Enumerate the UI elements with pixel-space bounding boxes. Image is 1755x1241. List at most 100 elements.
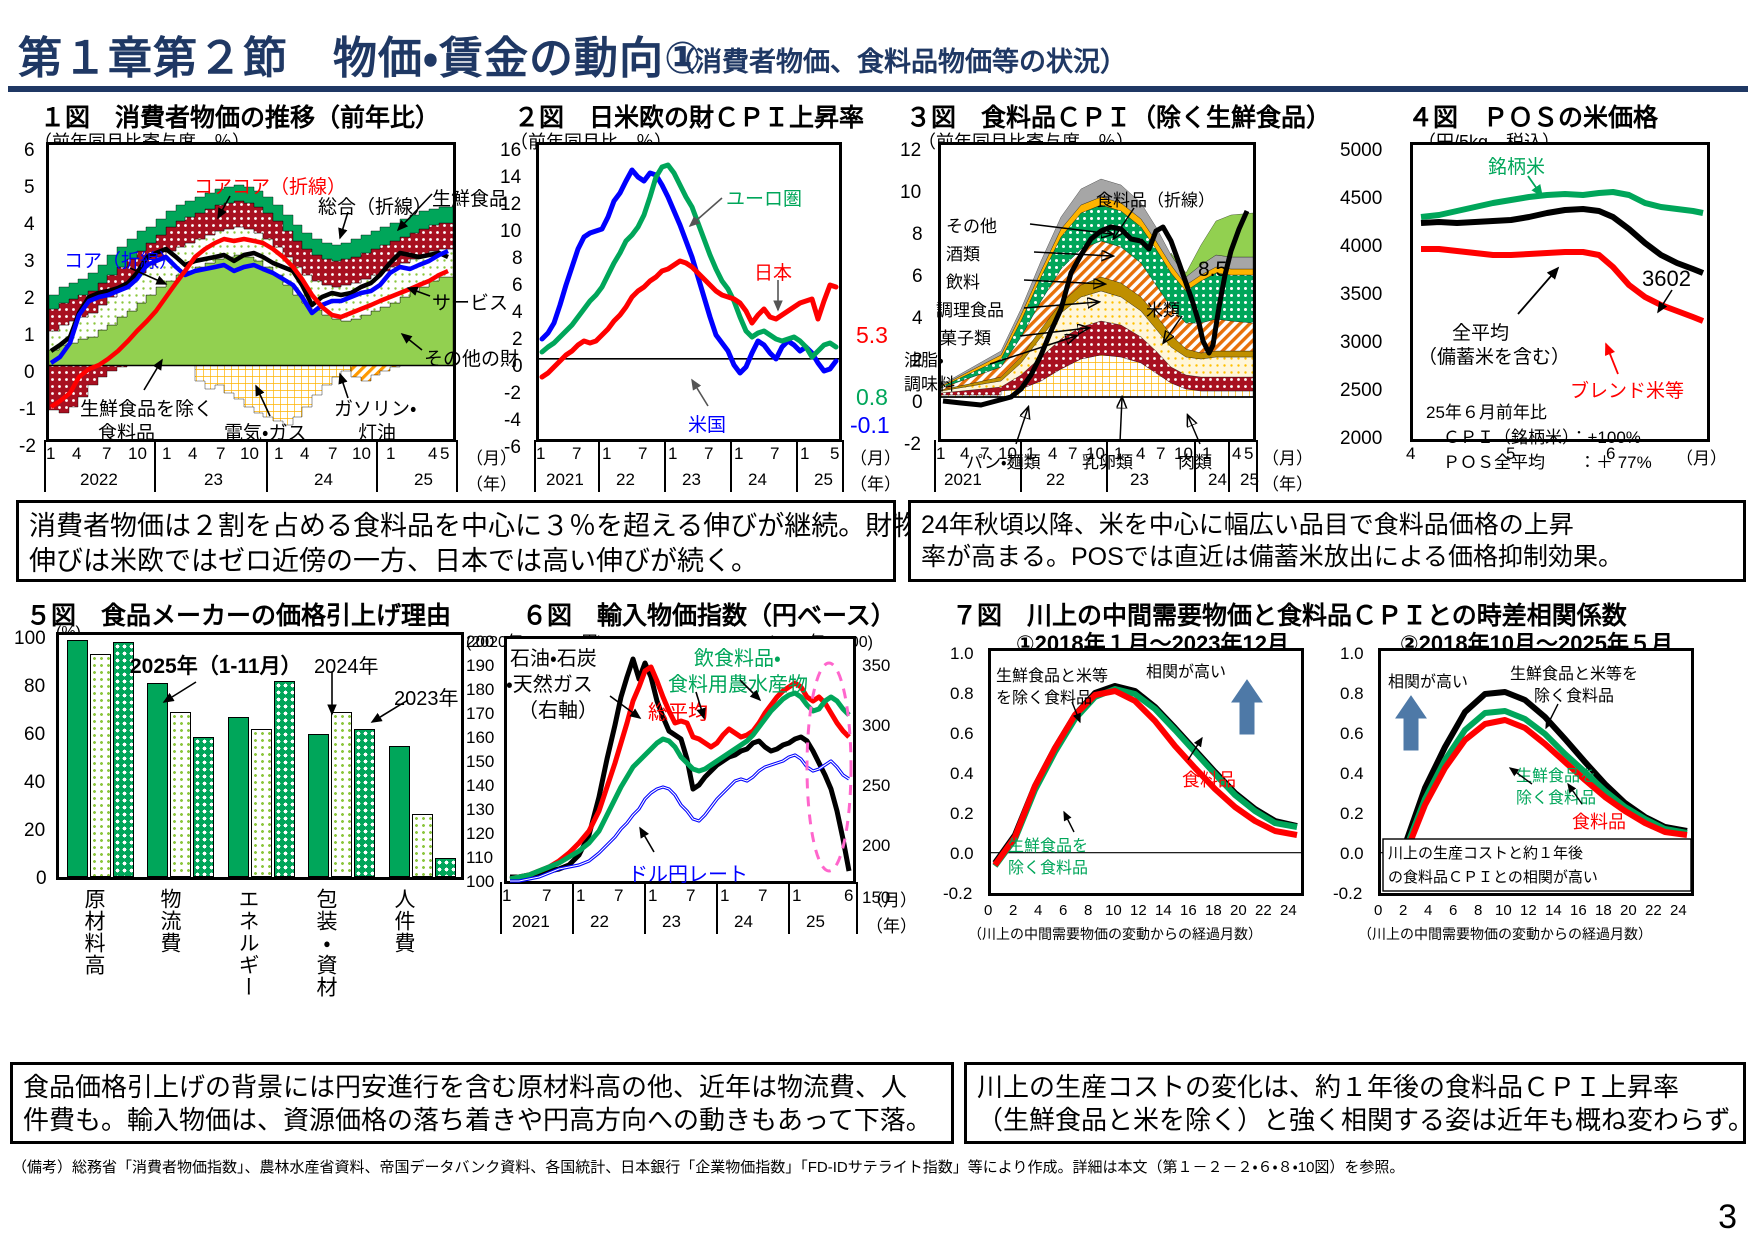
fig5-bar-1-1 xyxy=(170,712,192,877)
fig6-x-unit-month: （月） xyxy=(866,891,917,910)
figure-6: ６図 輸入物価指数（円ベース） (2020年＝100、円) (2020年＝100… xyxy=(462,596,922,956)
fig2-x-unit-year: （年） xyxy=(850,475,901,494)
x-year: 22 xyxy=(590,912,609,931)
figure-2-plot xyxy=(536,142,842,442)
figure-5-title: ５図 食品メーカーの価格引上げ理由 xyxy=(26,602,452,630)
y-tick-right: 200 xyxy=(862,836,891,855)
x-tick: 4 xyxy=(1232,444,1242,463)
x-tick: 22 xyxy=(1255,902,1272,919)
y-tick: 140 xyxy=(466,776,495,795)
x-tick: 7 xyxy=(704,444,714,463)
fig7-p2-note: 相関が高い xyxy=(1388,674,1469,691)
x-tick: 1 xyxy=(720,886,730,905)
x-tick: 20 xyxy=(1620,902,1637,919)
y-tick: 14 xyxy=(500,167,522,188)
y-tick: 100 xyxy=(466,872,495,891)
x-tick: 7 xyxy=(1156,444,1166,463)
fig6-label-oil-3: （右軸） xyxy=(518,700,598,722)
y-tick: 5 xyxy=(24,177,35,198)
x-tick: 7 xyxy=(572,444,582,463)
fig7-p2-label-black2: 除く食料品 xyxy=(1534,688,1615,705)
fig1-arrows xyxy=(129,193,433,417)
figure-7-title: ７図 川上の中間需要物価と食料品ＣＰＩとの時差相関係数 xyxy=(952,602,1627,630)
fig1-ann-othergoods: その他の財 xyxy=(424,349,520,370)
fig7-p2-label-green1: 生鮮食品を xyxy=(1516,768,1597,785)
fig7-p1-label-black2: を除く食料品 xyxy=(996,690,1093,707)
x-tick: 1 xyxy=(1114,444,1124,463)
x-tick: 8 xyxy=(1084,902,1093,919)
x-tick: 12 xyxy=(1130,902,1147,919)
fig2-arrows xyxy=(688,197,783,407)
x-tick: 1 xyxy=(386,444,396,463)
y-tick: 0 xyxy=(36,868,47,889)
fig2-label-us: 米国 xyxy=(688,415,727,436)
y-tick: 1.0 xyxy=(950,644,974,663)
x-year: 2022 xyxy=(80,470,118,489)
y-tick: 2000 xyxy=(1340,428,1383,449)
x-tick: 7 xyxy=(686,886,696,905)
x-tick: 6 xyxy=(1449,902,1458,919)
y-tick: 120 xyxy=(466,824,495,843)
y-tick: 3000 xyxy=(1340,332,1383,353)
x-tick: 14 xyxy=(1155,902,1172,919)
y-tick: 16 xyxy=(500,140,522,161)
fig7-p2-arrows xyxy=(1508,703,1583,805)
x-tick: 7 xyxy=(328,444,338,463)
fig5-bar-2-1 xyxy=(250,729,272,877)
x-year: 25 xyxy=(414,470,433,489)
fig5-bar-0-1 xyxy=(90,654,111,877)
x-tick: 7 xyxy=(758,886,768,905)
y-tick: 0.0 xyxy=(1340,844,1364,863)
x-tick: 4 xyxy=(72,444,82,463)
x-tick: 2 xyxy=(1009,902,1018,919)
figure-4-plot xyxy=(1410,142,1710,442)
x-tick: 4 xyxy=(1048,444,1058,463)
fig1-ann-corecore: コアコア（折線） xyxy=(194,177,347,198)
fig2-endvalue-japan: 5.3 xyxy=(856,322,888,348)
fig6-label-fx: ドル円レート xyxy=(628,864,748,886)
fig3-arrows xyxy=(989,207,1201,445)
x-tick: 10 xyxy=(1105,902,1122,919)
x-year: 24 xyxy=(1208,470,1227,489)
fig5-cat-1: 物流費 xyxy=(158,888,181,954)
x-year: 22 xyxy=(616,470,635,489)
fig3-ann-other: その他 xyxy=(946,217,997,236)
figure-4-title: ４図 ＰＯＳの米価格 xyxy=(1408,104,1659,132)
x-year: 24 xyxy=(734,912,753,931)
fig5-bar-3-0 xyxy=(308,734,330,877)
fig7-p2-inner-2: の食料品ＣＰＩとの相関が高い xyxy=(1388,869,1598,886)
fig3-ann-oil1: 油脂・ xyxy=(904,351,944,370)
comment-box-4: 川上の生産コストの変化は、約１年後の食料品ＣＰＩ上昇率 （生鮮食品と米を除く）と… xyxy=(964,1062,1754,1144)
y-tick: 10 xyxy=(900,182,922,203)
fig5-bar-2-2 xyxy=(273,680,295,877)
x-tick: 10 xyxy=(352,444,371,463)
figure-6-plot xyxy=(504,636,856,884)
figure-1: １図 消費者物価の推移（前年比） （前年同月比寄与度、％） 6 5 4 3 2 … xyxy=(18,98,519,498)
y-tick: -2 xyxy=(19,436,36,457)
x-tick: 7 xyxy=(770,444,780,463)
fig5-bar-3-1 xyxy=(331,712,353,877)
page-title: 第１章第２節 物価・賃金の動向① xyxy=(18,34,703,83)
y-tick: 150 xyxy=(466,752,495,771)
fig1-ann-energy: 電気・ガス xyxy=(224,423,307,444)
figure-2: ２図 日米欧の財ＣＰＩ上昇率 （前年同月比、％） 16 14 12 10 8 6… xyxy=(500,98,901,498)
x-tick: 7 xyxy=(638,444,648,463)
y-tick: 2 xyxy=(512,329,523,350)
y-tick: 190 xyxy=(466,656,495,675)
x-year: 2021 xyxy=(944,470,982,489)
x-year: 23 xyxy=(204,470,223,489)
fig7-p1-label-green2: 除く食料品 xyxy=(1008,860,1089,877)
fig6-label-total: 総平均 xyxy=(648,702,708,724)
comment-box-2-line2: 率が高まる。POSでは直近は備蓄米放出による価格抑制効果。 xyxy=(921,543,1624,571)
fig5-bar-1-2 xyxy=(193,736,215,877)
x-tick: 1 xyxy=(536,444,546,463)
fig3-x-unit-year: （年） xyxy=(1262,475,1313,494)
x-tick: 4 xyxy=(188,444,198,463)
fig1-ann-gasoline1: ガソリン・ xyxy=(334,399,417,420)
footnote: （備考）総務省「消費者物価指数」、農林水産省資料、帝国データバンク資料、各国統計… xyxy=(12,1159,1405,1176)
y-tick: 20 xyxy=(24,820,46,841)
fig7-p2-label-black1: 生鮮食品と米等を xyxy=(1510,666,1639,683)
y-tick: 4 xyxy=(24,214,35,235)
comment-box-1-line2: 伸びは米欧ではゼロ近傍の一方、日本では高い伸びが続く。 xyxy=(29,545,758,576)
x-tick: 5 xyxy=(1506,444,1516,463)
